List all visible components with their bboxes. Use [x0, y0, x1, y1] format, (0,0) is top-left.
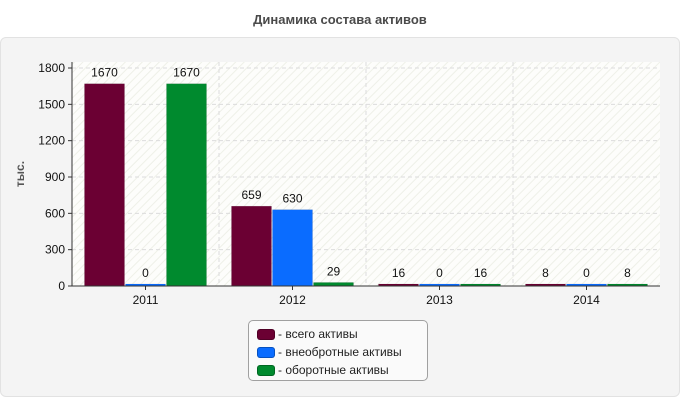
legend-label-total: - всего активы [278, 327, 358, 341]
legend-item-total[interactable]: - всего активы [257, 325, 427, 343]
legend-swatch-current [257, 364, 275, 376]
y-tick-label: 300 [45, 243, 65, 257]
y-tick-label: 1200 [38, 134, 65, 148]
x-tick-label: 2012 [279, 293, 306, 307]
chart-title: Динамика состава активов [253, 12, 427, 27]
x-tick-label: 2011 [133, 293, 159, 307]
legend: - всего активы - внеобротные активы - об… [248, 320, 428, 381]
bar[interactable] [166, 83, 207, 287]
bar-value-label: 1670 [91, 66, 118, 80]
bar-value-label: 8 [542, 266, 549, 280]
x-tick-label: 2014 [573, 293, 600, 307]
bar[interactable] [272, 209, 313, 287]
y-tick-label: 600 [45, 206, 65, 220]
legend-label-noncurrent: - внеобротные активы [278, 345, 402, 359]
legend-item-noncurrent[interactable]: - внеобротные активы [257, 343, 427, 361]
legend-label-current: - оборотные активы [278, 363, 389, 377]
bar-value-label: 8 [624, 266, 631, 280]
y-axis-label: тыс. [13, 161, 27, 187]
legend-swatch-noncurrent [257, 346, 275, 358]
y-tick-label: 1800 [38, 61, 65, 75]
bar-value-label: 0 [142, 266, 149, 280]
bar-value-label: 1670 [173, 66, 200, 80]
bar-value-label: 16 [392, 266, 406, 280]
legend-swatch-total [257, 328, 275, 340]
y-tick-label: 0 [58, 279, 65, 293]
bars [84, 83, 648, 287]
y-tick-label: 900 [45, 170, 65, 184]
bar[interactable] [84, 83, 125, 287]
x-tick-label: 2013 [426, 293, 453, 307]
data-labels: 1670 0 1670 659 630 29 16 0 16 8 0 8 [91, 66, 631, 280]
legend-item-current[interactable]: - оборотные активы [257, 361, 427, 379]
bar[interactable] [231, 205, 272, 287]
bar-value-label: 0 [583, 266, 590, 280]
bar-value-label: 630 [282, 192, 302, 206]
bar-value-label: 659 [241, 188, 261, 202]
bar-value-label: 29 [327, 264, 341, 278]
bar-value-label: 0 [436, 266, 443, 280]
y-tick-label: 1500 [38, 97, 65, 111]
axes: 0 300 600 900 1200 1500 1800 2011 2012 2013 2014 [38, 61, 660, 307]
bar-value-label: 16 [474, 266, 488, 280]
bar[interactable] [313, 282, 354, 287]
